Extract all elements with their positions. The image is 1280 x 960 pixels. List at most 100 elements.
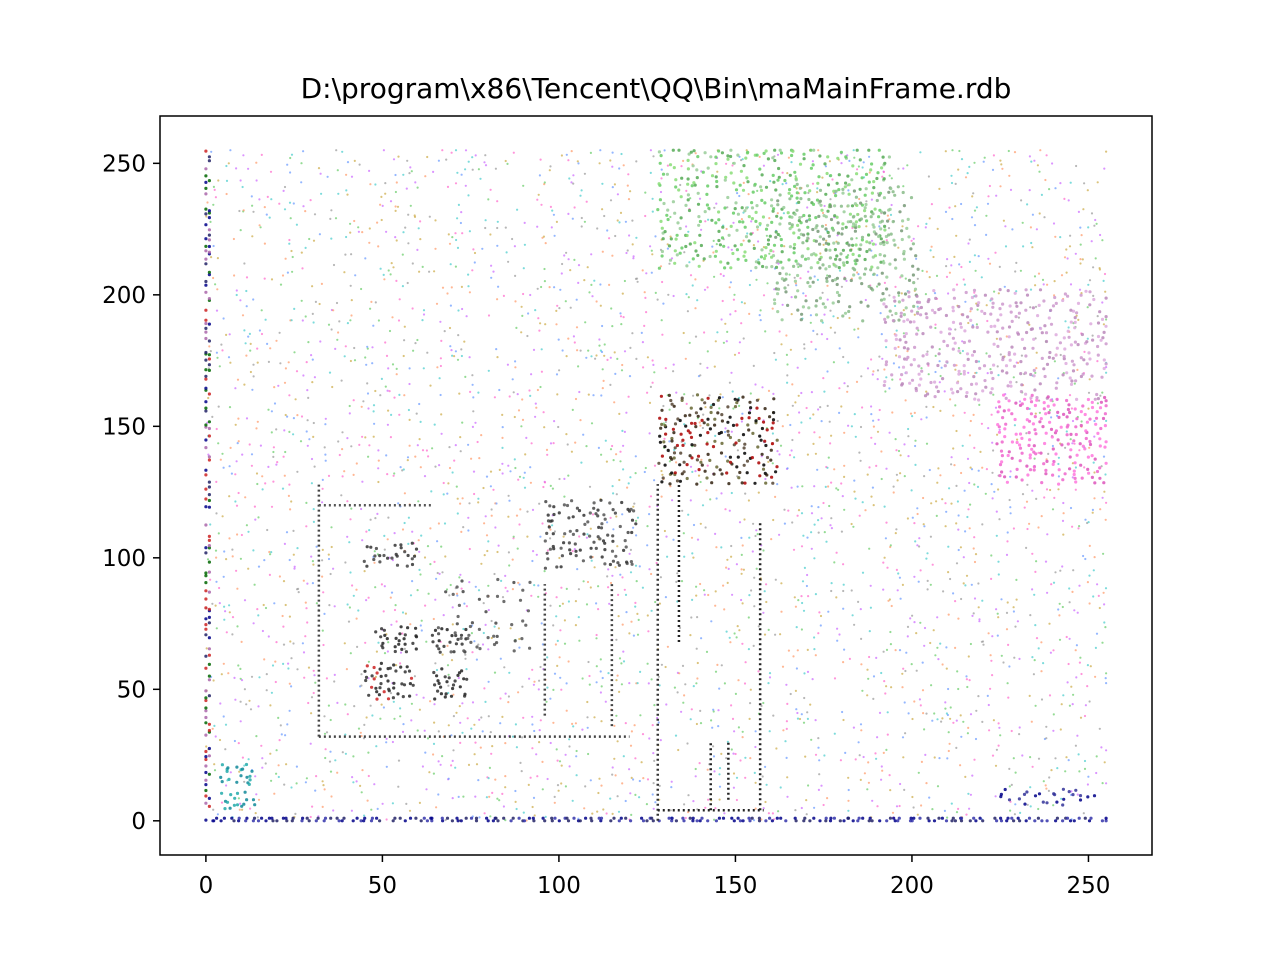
data-point: [1032, 468, 1036, 472]
data-point: [925, 442, 929, 445]
data-point: [634, 757, 637, 760]
data-point: [666, 555, 669, 558]
data-point: [567, 600, 571, 603]
data-point: [859, 217, 864, 221]
data-point: [555, 323, 558, 326]
data-point: [776, 310, 780, 314]
data-point: [839, 759, 843, 762]
data-point: [747, 616, 750, 619]
data-point: [344, 703, 347, 706]
data-point: [543, 481, 547, 484]
data-point: [673, 448, 676, 451]
data-point: [381, 204, 384, 207]
data-point: [949, 706, 952, 709]
data-point: [888, 218, 891, 221]
data-point: [885, 521, 888, 524]
data-point: [683, 803, 686, 806]
data-point: [514, 274, 517, 277]
data-point: [997, 430, 1002, 434]
data-point: [940, 720, 943, 723]
data-point: [561, 262, 564, 266]
data-point: [514, 366, 517, 369]
data-point: [574, 722, 578, 725]
data-point: [916, 277, 919, 280]
data-point: [867, 761, 870, 764]
data-point: [615, 453, 618, 456]
data-point: [1074, 252, 1077, 255]
data-point: [1064, 446, 1067, 449]
data-point: [775, 214, 779, 218]
data-point: [898, 576, 902, 579]
data-point: [1063, 292, 1067, 296]
data-point: [522, 184, 525, 187]
data-point: [785, 353, 789, 356]
data-point: [533, 584, 536, 587]
data-point: [892, 485, 895, 488]
data-point: [998, 726, 1001, 729]
data-point: [843, 382, 846, 385]
data-point: [917, 771, 920, 774]
data-point: [707, 206, 711, 210]
data-point: [1052, 649, 1055, 652]
data-point: [876, 736, 879, 739]
data-point: [377, 449, 380, 452]
data-point: [256, 816, 259, 819]
data-point: [999, 353, 1002, 356]
data-point: [1021, 493, 1025, 496]
data-point: [538, 174, 542, 177]
data-point: [988, 184, 992, 188]
data-point: [224, 610, 227, 613]
data-point: [567, 159, 570, 162]
data-point: [577, 162, 580, 165]
data-point: [1096, 431, 1100, 435]
data-point: [1002, 409, 1006, 413]
data-point: [698, 421, 701, 424]
data-point: [604, 700, 607, 703]
data-point: [675, 443, 680, 448]
data-point: [923, 475, 926, 478]
data-point: [529, 466, 532, 469]
data-point: [460, 354, 463, 358]
data-point: [394, 604, 397, 607]
data-point: [673, 249, 677, 253]
data-point: [1093, 481, 1097, 485]
data-point: [360, 287, 363, 291]
data-point: [237, 742, 240, 745]
data-point: [849, 220, 853, 224]
data-point: [570, 150, 573, 153]
data-point: [725, 340, 728, 343]
data-point: [272, 480, 275, 483]
data-point: [1009, 506, 1012, 509]
data-point: [764, 246, 768, 250]
data-point: [903, 475, 906, 478]
data-point: [633, 724, 636, 727]
data-point: [697, 264, 701, 268]
data-point: [878, 408, 881, 412]
data-point: [1103, 412, 1107, 416]
data-point: [985, 468, 989, 471]
data-point: [772, 714, 775, 717]
data-point: [1059, 425, 1063, 429]
data-point: [1009, 188, 1013, 191]
data-point: [449, 304, 452, 307]
data-point: [805, 184, 810, 188]
data-point: [636, 633, 640, 636]
data-point: [851, 164, 855, 168]
data-point: [288, 238, 291, 242]
data-point: [348, 541, 351, 544]
data-point: [1069, 432, 1073, 436]
data-point: [913, 345, 917, 349]
data-point: [969, 503, 972, 506]
data-point: [685, 189, 688, 192]
data-point: [661, 172, 666, 176]
data-point: [948, 206, 951, 209]
data-point: [911, 264, 915, 268]
data-point: [205, 215, 208, 218]
data-point: [626, 249, 629, 252]
data-point: [1017, 311, 1022, 315]
data-point: [694, 278, 697, 281]
data-point: [385, 765, 388, 768]
data-point: [1098, 606, 1101, 610]
data-point: [915, 326, 919, 330]
data-point: [1077, 210, 1080, 213]
